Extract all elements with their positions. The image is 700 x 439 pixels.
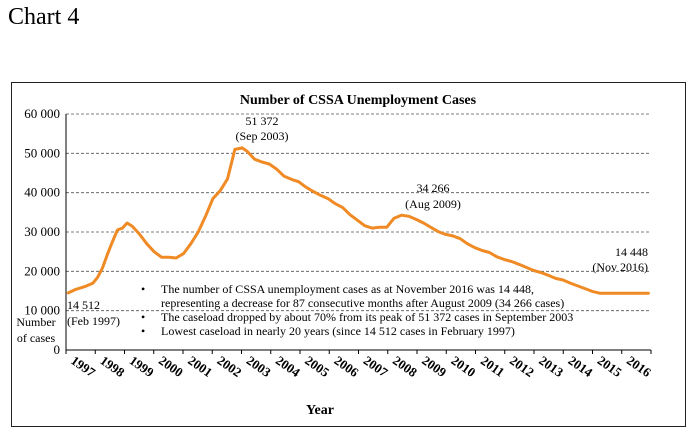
x-tick-label: 2016 bbox=[624, 353, 654, 380]
x-tick-label: 1998 bbox=[98, 353, 128, 380]
x-tick-label: 2006 bbox=[332, 353, 362, 380]
y-tick-label: 30 000 bbox=[24, 224, 60, 239]
annotation-aug-2009-date: (Aug 2009) bbox=[405, 197, 461, 211]
annotation-sep-2003-date: (Sep 2003) bbox=[236, 129, 289, 143]
y-tick-labels: 0 10 000 20 000 30 000 40 000 50 000 60 000 bbox=[24, 106, 60, 357]
x-tick-labels: 1997 1998 1999 2000 2001 2002 2003 2004 2005 2006… bbox=[65, 350, 654, 380]
y-tick-label: 10 000 bbox=[24, 303, 60, 318]
note-bullet-3: • bbox=[141, 324, 145, 338]
note-line-3: The caseload dropped by about 70% from i… bbox=[161, 310, 573, 324]
x-tick-label: 2010 bbox=[449, 353, 479, 380]
y-tick-label: 0 bbox=[54, 342, 61, 357]
x-tick-label: 1997 bbox=[68, 353, 98, 380]
x-tick-label: 2012 bbox=[507, 353, 537, 380]
note-bullet-2: • bbox=[141, 310, 145, 324]
annotation-aug-2009-value: 34 266 bbox=[417, 181, 450, 195]
page-heading: Chart 4 bbox=[8, 4, 80, 30]
note-bullet-1: • bbox=[141, 282, 145, 296]
y-axis-label-line-2: of cases bbox=[17, 331, 56, 345]
note-line-4: Lowest caseload in nearly 20 years (sinc… bbox=[161, 324, 515, 338]
x-tick-label: 2005 bbox=[302, 353, 332, 380]
y-axis-label-line-1: Number bbox=[16, 315, 55, 329]
x-tick-label: 2007 bbox=[361, 353, 391, 380]
x-tick-label: 1999 bbox=[127, 353, 157, 380]
annotation-nov-2016-value: 14 448 bbox=[615, 245, 648, 259]
annotation-feb-1997-date: (Feb 1997) bbox=[67, 314, 120, 328]
y-tick-label: 50 000 bbox=[24, 145, 60, 160]
x-tick-label: 2002 bbox=[215, 353, 245, 380]
x-tick-label: 2004 bbox=[273, 353, 303, 380]
y-tick-label: 20 000 bbox=[24, 263, 60, 278]
x-tick-label: 2013 bbox=[536, 353, 566, 380]
x-tick-label: 2001 bbox=[185, 353, 215, 380]
x-tick-label: 2003 bbox=[244, 353, 274, 380]
x-axis-label: Year bbox=[306, 403, 334, 418]
note-line-1: The number of CSSA unemployment cases as… bbox=[161, 282, 534, 296]
x-tick-label: 2008 bbox=[390, 353, 420, 380]
series-line-cssa-cases bbox=[66, 146, 650, 295]
x-tick-label: 2014 bbox=[566, 353, 596, 380]
x-tick-label: 2000 bbox=[156, 353, 186, 380]
annotation-feb-1997-value: 14 512 bbox=[67, 298, 100, 312]
x-tick-label: 2015 bbox=[595, 353, 625, 380]
note-line-2: representing a decrease for 87 consecuti… bbox=[161, 296, 564, 310]
annotation-nov-2016-date: (Nov 2016) bbox=[592, 260, 648, 274]
annotation-sep-2003-value: 51 372 bbox=[246, 114, 279, 128]
x-tick-label: 2009 bbox=[419, 353, 449, 380]
gridlines bbox=[66, 113, 651, 312]
x-tick-label: 2011 bbox=[478, 353, 507, 380]
chart-frame bbox=[11, 82, 686, 427]
chart-title: Number of CSSA Unemployment Cases bbox=[240, 93, 477, 108]
y-tick-label: 40 000 bbox=[24, 185, 60, 200]
y-tick-label: 60 000 bbox=[24, 106, 60, 121]
